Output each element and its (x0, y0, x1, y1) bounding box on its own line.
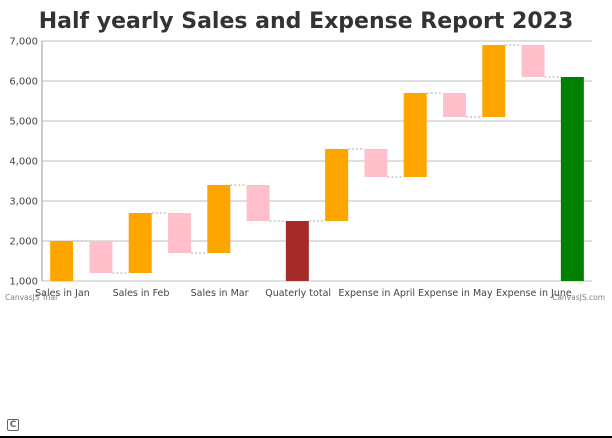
x-axis-label: Expense in April (338, 288, 415, 299)
bar-intermediate-sum[interactable] (285, 221, 309, 281)
y-tick-label: 3,000 (9, 197, 38, 208)
bar-increase[interactable] (50, 241, 74, 281)
connectors (73, 44, 561, 274)
y-tick-label: 4,000 (9, 157, 38, 168)
y-tick-label: 2,000 (9, 237, 38, 248)
bar-decrease[interactable] (443, 93, 466, 117)
bar-increase[interactable] (325, 149, 349, 221)
y-tick-label: 1,000 (9, 277, 38, 288)
y-tick-label: 7,000 (9, 37, 38, 48)
bar-decrease[interactable] (89, 241, 113, 273)
x-axis-label: Expense in June (496, 288, 572, 299)
y-tick-label: 5,000 (9, 117, 38, 128)
bar-decrease[interactable] (364, 149, 388, 177)
bar-decrease[interactable] (246, 185, 270, 221)
credit-right: CanvasJS.com (552, 293, 605, 302)
bar-increase[interactable] (128, 213, 152, 273)
x-axis-label: Sales in Mar (191, 288, 249, 299)
bar-increase[interactable] (482, 45, 506, 117)
bar-total[interactable] (560, 77, 584, 281)
y-tick-label: 6,000 (9, 77, 38, 88)
x-axis-label: Quaterly total (265, 288, 331, 299)
bars[interactable] (50, 45, 584, 281)
bar-increase[interactable] (207, 185, 231, 253)
x-axis-label: Sales in Jan (35, 288, 90, 299)
canvasjs-logo-icon: C (7, 419, 19, 431)
page-bottom-border (0, 436, 612, 438)
credit-left: CanvasJS Trial (5, 293, 57, 302)
gridlines (41, 40, 592, 282)
chart-title: Half yearly Sales and Expense Report 202… (39, 9, 574, 34)
bar-increase[interactable] (403, 93, 427, 177)
x-axis-label: Expense in May (418, 288, 493, 299)
bar-decrease[interactable] (168, 213, 191, 253)
x-axis-labels: Sales in Jan Sales in Feb Sales in Mar Quat… (35, 288, 572, 299)
x-axis-label: Sales in Feb (113, 288, 170, 299)
y-axis-ticks: 1,000 2,000 3,000 4,000 5,000 6,000 7,000 (9, 37, 38, 288)
bar-decrease[interactable] (521, 45, 545, 77)
